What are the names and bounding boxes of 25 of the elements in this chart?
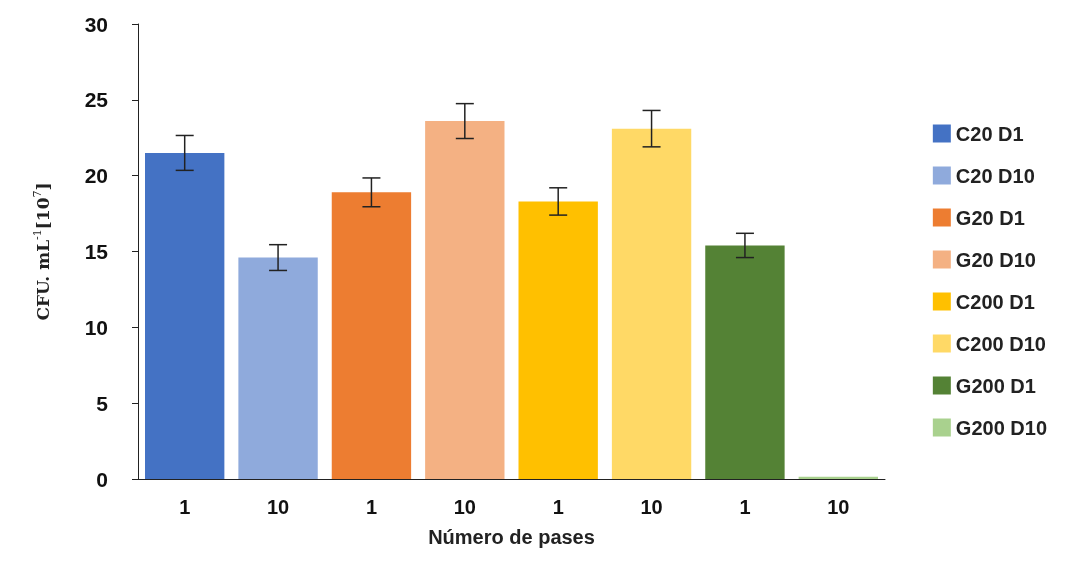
y-tick-label: 10 xyxy=(84,315,108,339)
x-tick-label: 1 xyxy=(365,496,377,518)
y-tick-label: 5 xyxy=(96,391,109,415)
x-axis-title: Número de pases xyxy=(428,526,595,548)
y-tick-label: 20 xyxy=(84,164,108,188)
x-tick-label: 1 xyxy=(179,496,191,518)
y-axis-title: CFU. mL-1[107] xyxy=(31,182,53,321)
legend-label: G20 D10 xyxy=(955,248,1036,271)
legend-label: C20 D1 xyxy=(955,122,1024,145)
x-tick-label: 10 xyxy=(827,496,850,518)
x-tick-label: 10 xyxy=(453,496,476,518)
x-tick-label: 1 xyxy=(739,496,751,518)
y-tick-label: 15 xyxy=(84,240,109,263)
y-tick-label: 0 xyxy=(96,467,108,491)
legend-label: C200 D1 xyxy=(955,290,1035,313)
legend-label: G20 D1 xyxy=(955,206,1025,229)
legend-label: G200 D1 xyxy=(955,374,1036,397)
y-tick-label: 30 xyxy=(84,12,108,36)
x-tick-label: 10 xyxy=(640,496,663,518)
y-tick-label: 25 xyxy=(84,88,109,112)
legend-label: C200 D10 xyxy=(955,332,1046,355)
legend-label: C20 D10 xyxy=(955,164,1035,187)
legend-label: G200 D10 xyxy=(955,416,1047,439)
x-tick-label: 10 xyxy=(266,496,290,518)
x-tick-label: 1 xyxy=(552,496,564,518)
